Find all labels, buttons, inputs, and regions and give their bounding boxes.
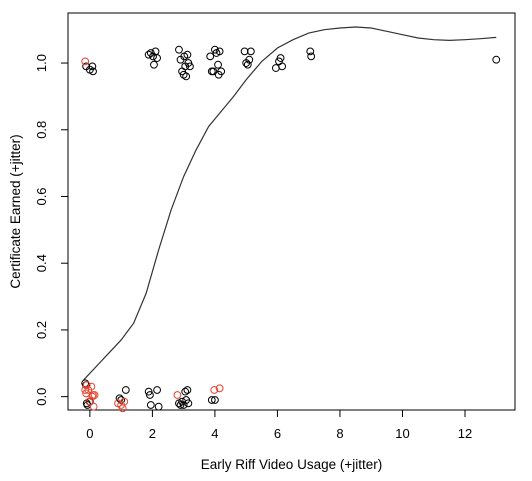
data-point xyxy=(88,62,97,71)
y-tick-label: 1.0 xyxy=(34,54,49,72)
data-point xyxy=(89,67,97,76)
x-tick-label: 8 xyxy=(336,426,343,441)
data-point xyxy=(306,47,315,56)
data-point xyxy=(121,386,130,394)
data-point xyxy=(183,50,192,59)
data-point xyxy=(271,64,280,72)
data-point xyxy=(82,381,91,389)
x-tick-label: 12 xyxy=(458,426,472,441)
data-point xyxy=(179,70,188,79)
x-tick-label: 2 xyxy=(149,426,156,441)
data-point xyxy=(240,47,249,56)
data-point xyxy=(146,401,155,409)
y-tick-label: 0.4 xyxy=(34,254,49,272)
data-point xyxy=(215,47,224,56)
x-tick-label: 6 xyxy=(274,426,281,441)
y-tick-label: 0.2 xyxy=(34,321,49,339)
data-point xyxy=(150,60,158,69)
x-axis-label: Early Riff Video Usage (+jitter) xyxy=(201,457,382,472)
smooth-curve xyxy=(83,26,497,381)
data-point xyxy=(146,391,154,399)
y-tick-label: 0.6 xyxy=(34,187,49,205)
data-point xyxy=(210,386,219,394)
y-axis: 0.0 0.2 0.4 0.6 0.8 1.0 xyxy=(34,54,68,406)
data-point xyxy=(246,47,255,56)
y-axis-label: Certificate Earned (+jitter) xyxy=(8,134,23,288)
data-points xyxy=(81,45,501,413)
data-point xyxy=(184,399,193,408)
data-point xyxy=(307,52,316,61)
x-tick-label: 4 xyxy=(211,426,218,441)
data-point xyxy=(186,62,194,71)
data-point xyxy=(81,386,90,394)
data-point xyxy=(207,67,216,76)
y-tick-label: 0.8 xyxy=(34,121,49,139)
data-point xyxy=(181,387,190,396)
data-point xyxy=(120,397,129,406)
data-point xyxy=(175,45,183,54)
data-point xyxy=(153,54,161,62)
data-point xyxy=(211,396,219,404)
x-tick-label: 0 xyxy=(86,426,93,441)
data-point xyxy=(144,50,153,59)
y-tick-label: 0.0 xyxy=(34,388,49,406)
data-point xyxy=(217,67,226,76)
data-point xyxy=(154,402,163,411)
data-point xyxy=(278,62,287,71)
data-point xyxy=(153,386,161,394)
plot-frame xyxy=(67,12,516,411)
data-point xyxy=(89,402,98,411)
data-point xyxy=(173,391,182,399)
data-point xyxy=(144,387,153,396)
data-point xyxy=(492,55,501,64)
data-point xyxy=(87,382,96,391)
data-point xyxy=(206,52,215,61)
data-point xyxy=(183,386,192,394)
data-point xyxy=(276,54,285,62)
data-point xyxy=(90,391,99,399)
x-tick-label: 10 xyxy=(395,426,409,441)
data-point xyxy=(214,60,222,69)
x-axis: 0 2 4 6 8 10 12 xyxy=(86,410,472,441)
data-point xyxy=(149,52,157,61)
data-point xyxy=(245,55,254,64)
data-point xyxy=(207,396,216,404)
data-point xyxy=(81,57,90,66)
data-point xyxy=(215,384,224,393)
data-point xyxy=(243,60,252,69)
data-point xyxy=(179,401,188,409)
data-point xyxy=(182,72,191,81)
